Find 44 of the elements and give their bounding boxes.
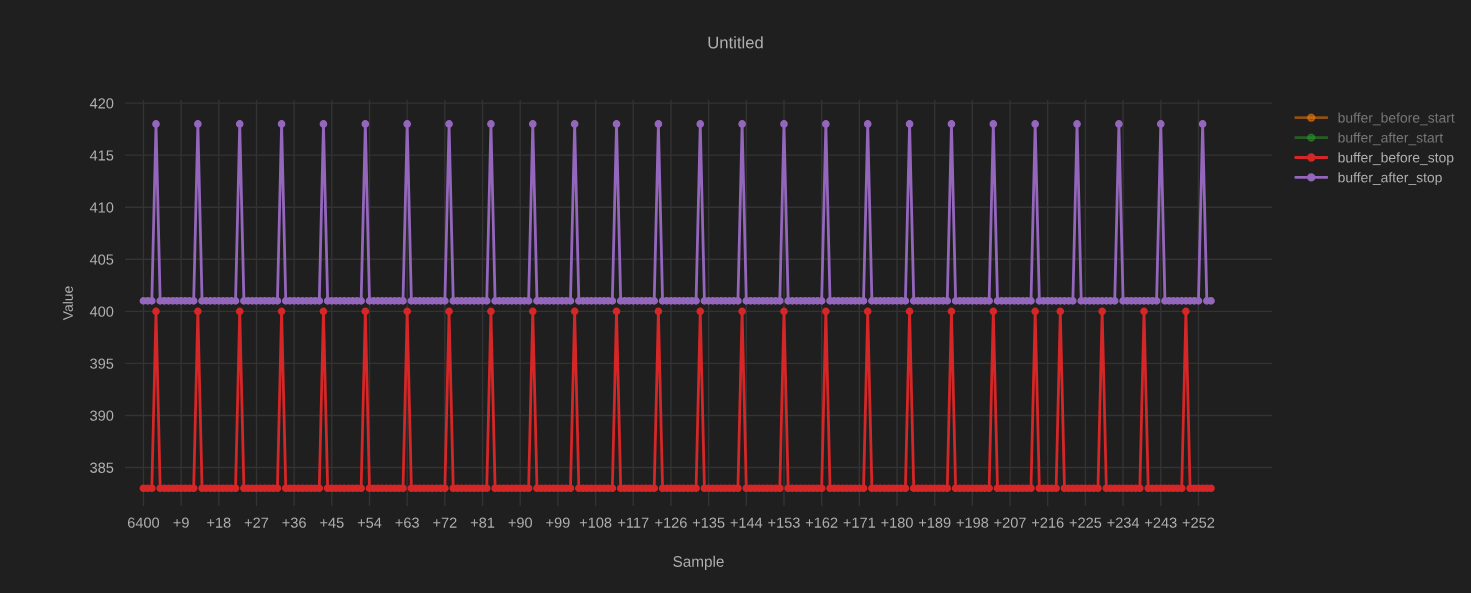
y-tick-label: 415 bbox=[89, 150, 114, 161]
x-tick-label: +162 bbox=[805, 517, 838, 528]
x-tick-label: +189 bbox=[918, 517, 951, 528]
x-tick-label: +252 bbox=[1182, 517, 1215, 528]
x-tick-label: +198 bbox=[956, 517, 989, 528]
x-tick-label: +45 bbox=[320, 517, 344, 528]
x-tick-label: +9 bbox=[173, 517, 189, 528]
x-tick-label: +243 bbox=[1145, 517, 1177, 528]
legend-label: buffer_after_start bbox=[1338, 132, 1444, 146]
x-tick-label: +144 bbox=[730, 517, 763, 528]
legend-label: buffer_before_start bbox=[1338, 112, 1455, 126]
chart-title: Untitled bbox=[708, 36, 763, 49]
y-axis-title: Value bbox=[62, 286, 73, 321]
y-tick-label: 410 bbox=[89, 202, 114, 213]
legend-label: buffer_after_stop bbox=[1338, 172, 1442, 186]
x-tick-label: +117 bbox=[618, 517, 649, 528]
x-tick-label: +108 bbox=[579, 517, 612, 528]
x-tick-label: +207 bbox=[994, 517, 1026, 528]
legend-label: buffer_before_stop bbox=[1338, 152, 1454, 166]
x-tick-label: +216 bbox=[1032, 517, 1064, 528]
y-tick-label: 420 bbox=[89, 98, 114, 109]
y-tick-label: 405 bbox=[89, 254, 114, 265]
x-tick-label: +234 bbox=[1107, 517, 1140, 528]
x-tick-label: +63 bbox=[395, 517, 419, 528]
x-tick-label: +126 bbox=[655, 517, 687, 528]
x-tick-label: +171 bbox=[843, 517, 876, 528]
x-tick-label: +99 bbox=[546, 517, 570, 528]
y-tick-label: 395 bbox=[90, 358, 114, 369]
x-tick-label: +54 bbox=[357, 517, 382, 528]
x-tick-label: 6400 bbox=[127, 517, 160, 528]
x-tick-label: +27 bbox=[244, 517, 269, 528]
y-tick-label: 385 bbox=[90, 462, 114, 473]
x-tick-label: +180 bbox=[881, 517, 913, 528]
y-tick-label: 400 bbox=[89, 306, 114, 317]
x-axis-title: Sample bbox=[673, 555, 724, 570]
y-tick-label: 390 bbox=[90, 410, 114, 421]
x-tick-label: +72 bbox=[433, 517, 457, 528]
x-tick-label: +36 bbox=[282, 517, 306, 528]
x-tick-label: +81 bbox=[470, 517, 495, 528]
x-tick-label: +153 bbox=[768, 517, 800, 528]
x-tick-label: +225 bbox=[1069, 517, 1102, 528]
x-tick-label: +90 bbox=[508, 517, 533, 528]
x-tick-label: +18 bbox=[207, 517, 231, 528]
x-tick-label: +135 bbox=[692, 517, 725, 528]
